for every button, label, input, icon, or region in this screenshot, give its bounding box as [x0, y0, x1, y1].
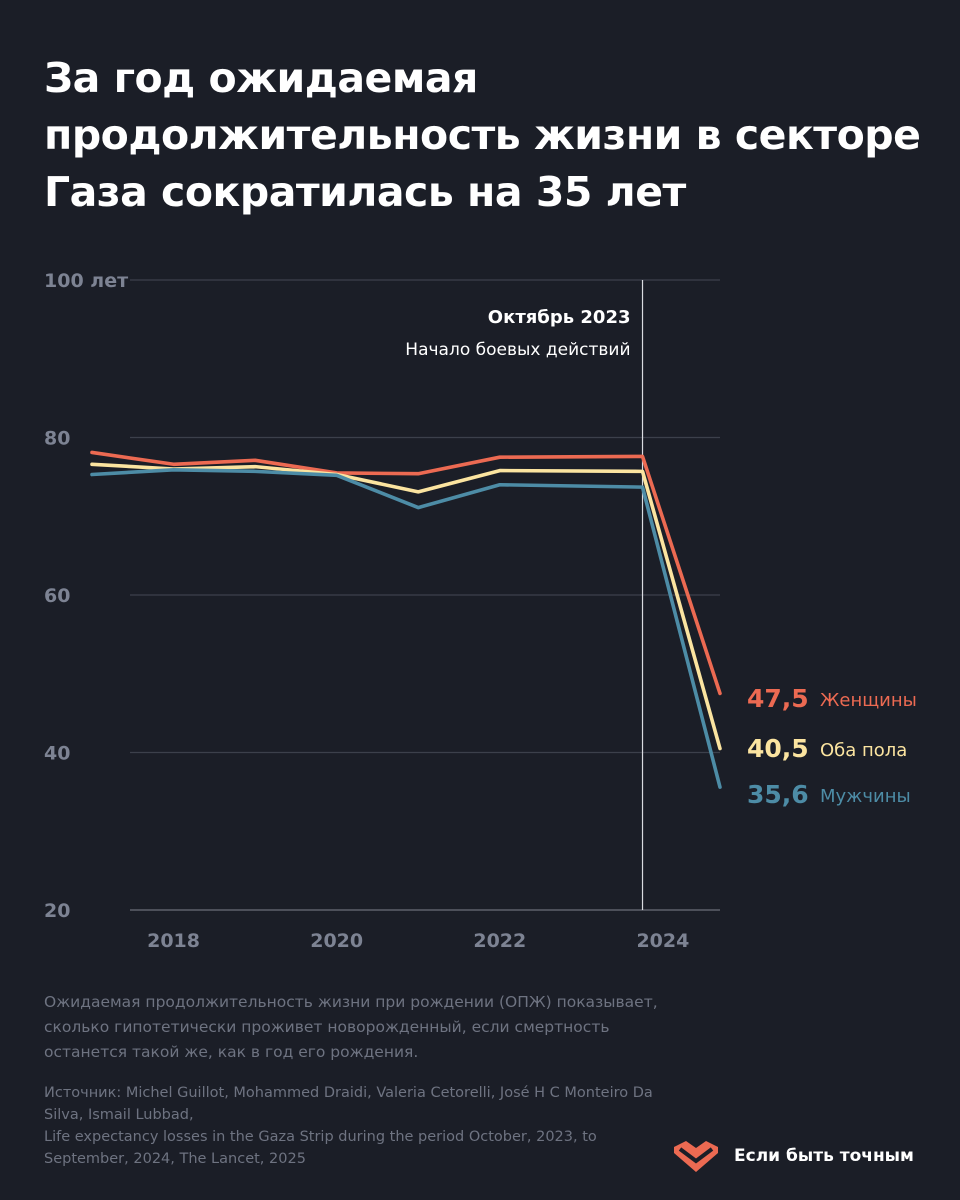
series-name: Женщины	[820, 690, 917, 711]
chart-grid: 100 лет 80 60 40 20 2018 2020 2022 2024	[44, 270, 720, 952]
y-tick-label: 40	[44, 743, 70, 765]
annotation-title: Октябрь 2023	[488, 307, 631, 328]
methodology-note: Ожидаемая продолжительность жизни при ро…	[44, 993, 658, 1061]
chart-title: За год ожидаемая продолжительность жизни…	[44, 54, 921, 216]
heart-logo-icon	[674, 1141, 718, 1172]
source-line-publication: Life expectancy losses in the Gaza Strip…	[44, 1129, 597, 1167]
series-name: Оба пола	[820, 740, 907, 761]
annotation-subtitle: Начало боевых действий	[405, 340, 630, 360]
x-tick-label: 2018	[147, 930, 200, 952]
x-tick-label: 2020	[310, 930, 363, 952]
brand-name: Если быть точным	[734, 1146, 914, 1166]
chart-series	[90, 450, 722, 789]
series-line-1	[90, 450, 722, 696]
x-tick-label: 2024	[636, 930, 689, 952]
series-end-value: 40,5	[747, 734, 809, 763]
source-citation: Источник: Michel Guillot, Mohammed Draid…	[44, 1082, 664, 1170]
chart-annotation: Октябрь 2023 Начало боевых действий	[405, 280, 644, 910]
series-line-3	[90, 467, 722, 789]
x-tick-label: 2022	[473, 930, 526, 952]
y-tick-label: 20	[44, 900, 70, 922]
series-end-labels: 47,5 Женщины 40,5 Оба пола 35,6 Мужчины	[747, 684, 917, 809]
y-tick-label: 80	[44, 428, 70, 450]
y-tick-label: 60	[44, 585, 70, 607]
series-end-value: 47,5	[747, 684, 809, 713]
brand: Если быть точным	[672, 1136, 914, 1176]
series-line-2	[90, 462, 722, 751]
y-tick-label: 100 лет	[44, 270, 128, 292]
series-name: Мужчины	[820, 786, 911, 807]
source-line-authors: Источник: Michel Guillot, Mohammed Draid…	[44, 1085, 653, 1123]
series-end-value: 35,6	[747, 780, 809, 809]
life-expectancy-chart: 100 лет 80 60 40 20 2018 2020 2022 2024 Октябрь …	[44, 270, 917, 952]
